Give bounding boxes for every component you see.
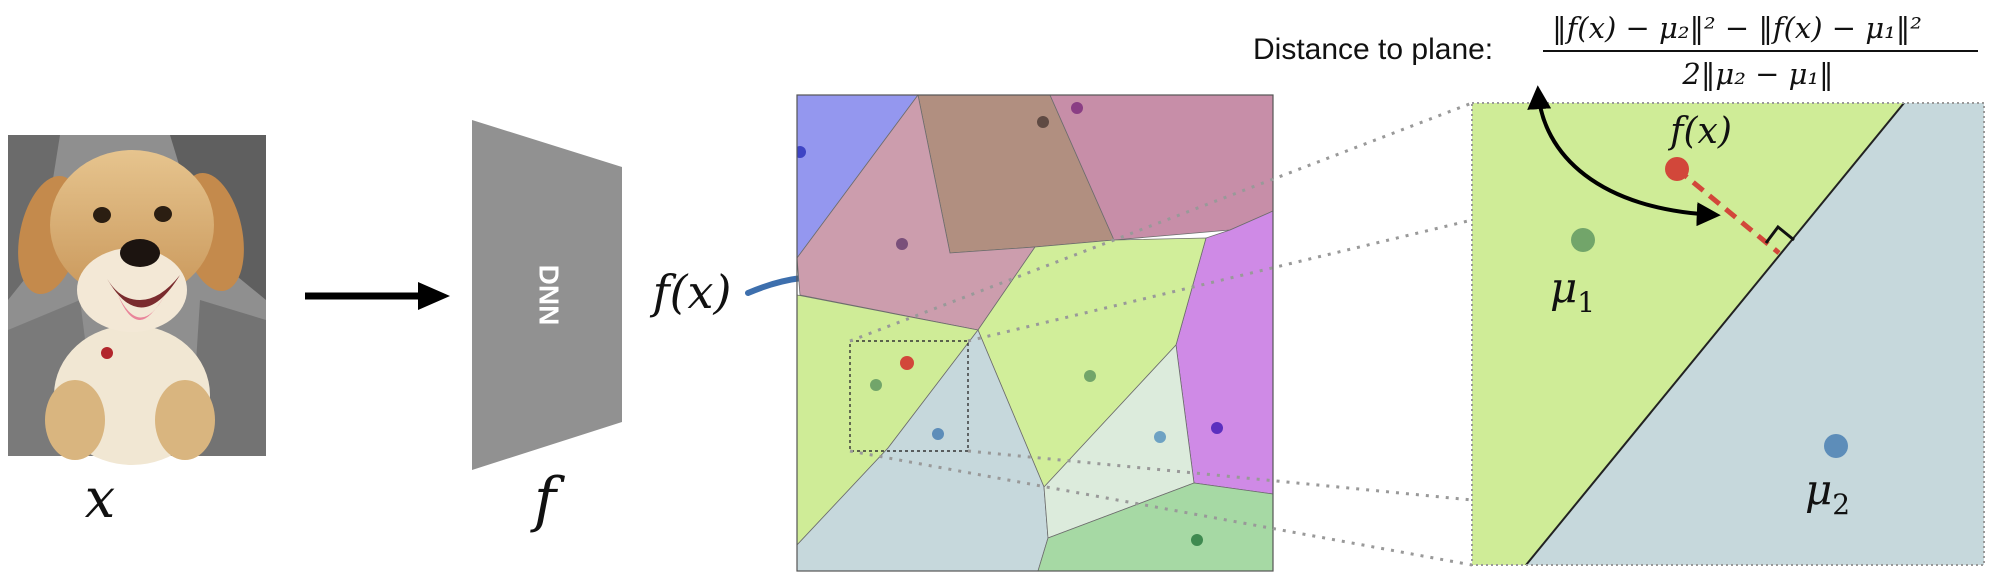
mu2-point bbox=[1824, 434, 1848, 458]
mu2-label: μ2 bbox=[1805, 465, 1850, 521]
centroid-brown bbox=[1037, 116, 1049, 128]
centroid-magenta bbox=[1211, 422, 1223, 434]
centroid-green-bottom bbox=[1191, 534, 1203, 546]
centroid-gray bbox=[932, 428, 944, 440]
centroid-pale bbox=[1154, 431, 1166, 443]
formula-arrow bbox=[1527, 85, 1721, 227]
centroid-pink bbox=[896, 238, 908, 250]
mu1-point bbox=[1571, 228, 1595, 252]
right-angle-mark bbox=[1764, 224, 1795, 244]
mu1-label: μ1 bbox=[1550, 263, 1595, 319]
dnn-block bbox=[472, 120, 622, 470]
decision-boundary bbox=[1525, 103, 1905, 565]
centroid-blue bbox=[797, 146, 806, 158]
centroid-green-mid bbox=[1084, 370, 1096, 382]
voronoi-border bbox=[796, 94, 1274, 572]
centroid-green-left bbox=[870, 379, 882, 391]
embedding-label: f(x) bbox=[650, 265, 732, 319]
zoom-panel-border bbox=[1471, 102, 1985, 566]
zoom-projection-lines bbox=[849, 101, 1473, 567]
region-green-bottom bbox=[1037, 482, 1273, 571]
voronoi-panel bbox=[797, 95, 1273, 571]
puppy-photo bbox=[8, 135, 266, 465]
formula-prefix: Distance to plane: bbox=[1253, 33, 1493, 66]
embedding-point bbox=[900, 356, 914, 370]
formula-numerator: ‖f(x) − μ₂‖² − ‖f(x) − μ₁‖² bbox=[1552, 11, 1922, 45]
dnn-label: DNN bbox=[534, 265, 565, 326]
input-to-dnn-arrow bbox=[305, 282, 450, 310]
zoom-panel bbox=[1472, 103, 1984, 565]
fx-label: f(x) bbox=[1667, 111, 1732, 152]
input-label: x bbox=[85, 467, 115, 530]
fx-point bbox=[1665, 157, 1689, 181]
formula-denominator: 2‖μ₂ − μ₁‖ bbox=[1681, 57, 1833, 91]
centroid-mauve bbox=[1071, 102, 1083, 114]
network-label: f bbox=[530, 465, 566, 535]
